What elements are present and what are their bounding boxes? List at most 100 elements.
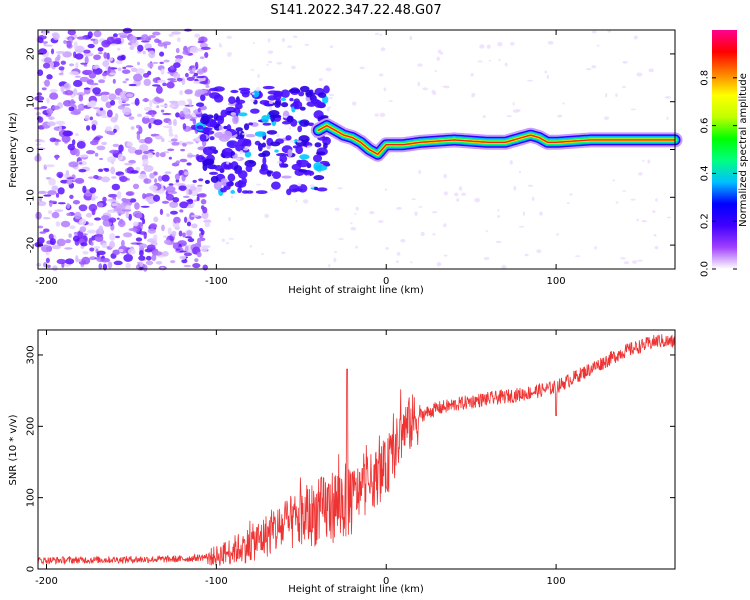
noise-blob (184, 141, 194, 145)
noise-blob (87, 43, 95, 49)
noise-blob (84, 56, 89, 65)
noise-blob (170, 138, 178, 142)
noise-blob (36, 153, 41, 162)
noise-blob-faint (267, 50, 274, 55)
noise-blob-faint (249, 244, 252, 248)
noise-blob-strong (214, 164, 223, 171)
noise-blob (204, 51, 209, 58)
noise-blob (60, 60, 67, 65)
noise-blob (63, 83, 70, 89)
noise-blob-faint (623, 261, 630, 265)
noise-blob-faint (443, 254, 448, 257)
snr-x-tick-label: -200 (35, 576, 58, 587)
colorbar-gradient (712, 30, 737, 269)
noise-blob-faint (269, 188, 274, 192)
noise-blob (153, 119, 163, 126)
noise-blob (78, 94, 84, 102)
noise-blob-faint (488, 59, 492, 62)
noise-blob-strong (230, 190, 236, 194)
noise-blob-strong (227, 173, 236, 182)
noise-blob (55, 50, 66, 54)
noise-blob-faint (654, 245, 659, 250)
noise-blob (200, 245, 208, 252)
noise-blob-faint (256, 183, 261, 186)
noise-blob-faint (411, 198, 416, 201)
noise-blob-faint (666, 116, 669, 121)
noise-blob (171, 230, 177, 237)
noise-blob-strong (267, 90, 279, 95)
noise-blob (111, 176, 117, 179)
noise-blob-faint (226, 35, 233, 40)
noise-blob-faint (334, 207, 340, 211)
noise-blob (42, 29, 47, 37)
noise-blob (91, 124, 97, 131)
noise-blob-faint (289, 126, 292, 130)
noise-blob (90, 197, 96, 201)
noise-blob-strong (202, 127, 213, 131)
noise-blob (192, 179, 197, 183)
signal-band-core (317, 124, 676, 155)
noise-blob-faint (378, 220, 384, 223)
noise-blob-faint (512, 102, 515, 106)
noise-blob-faint (443, 223, 447, 228)
noise-blob (147, 152, 154, 158)
noise-blob (187, 238, 195, 243)
noise-blob (37, 190, 47, 195)
noise-blob (69, 71, 79, 76)
noise-blob (101, 214, 110, 221)
noise-blob-strong (286, 188, 292, 196)
noise-blob (83, 87, 91, 90)
noise-blob-strong (323, 85, 330, 94)
noise-blob (33, 107, 44, 110)
noise-blob-strong (241, 91, 250, 98)
noise-blob (153, 251, 163, 256)
noise-blob (163, 59, 170, 63)
noise-blob (181, 258, 188, 264)
noise-blob (178, 185, 187, 191)
noise-blob-faint (329, 45, 334, 49)
noise-blob (139, 261, 144, 267)
noise-blob (159, 104, 169, 107)
noise-blob (184, 236, 193, 239)
noise-blob-strong (297, 159, 309, 168)
noise-blob (41, 87, 47, 91)
noise-blob-faint (410, 261, 413, 264)
noise-blob (114, 235, 120, 239)
noise-blob-faint (282, 115, 288, 118)
noise-blob (159, 61, 164, 64)
noise-blob-strong (313, 154, 323, 163)
noise-blob (143, 78, 151, 87)
colorbar-tick-label: 0.6 (700, 118, 711, 134)
noise-blob (116, 190, 122, 199)
noise-blob (121, 69, 131, 74)
noise-blob (55, 193, 60, 198)
noise-blob (174, 133, 178, 140)
noise-blob-strong (295, 139, 307, 147)
noise-blob (38, 48, 48, 55)
noise-blob (125, 262, 131, 269)
noise-blob (104, 168, 110, 172)
noise-blob (55, 221, 61, 227)
noise-blob-faint (418, 206, 423, 208)
noise-blob (196, 75, 206, 79)
noise-blob (197, 107, 201, 113)
noise-blob (49, 89, 58, 93)
noise-blob (121, 239, 125, 248)
noise-blob-faint (264, 213, 270, 219)
noise-blob (90, 100, 97, 107)
noise-blob-faint (497, 208, 500, 212)
noise-blob (113, 260, 123, 266)
noise-blob-faint (539, 211, 543, 216)
noise-blob (142, 50, 146, 55)
noise-blob-faint (531, 196, 535, 201)
noise-blob (109, 72, 116, 76)
noise-blob-strong (313, 174, 325, 181)
noise-blob (164, 171, 172, 175)
noise-blob (144, 115, 149, 119)
noise-blob (70, 110, 81, 115)
noise-blob (161, 200, 170, 204)
noise-blob (106, 52, 110, 60)
noise-blob (136, 132, 141, 141)
noise-blob (134, 98, 140, 106)
noise-blob (148, 50, 156, 59)
